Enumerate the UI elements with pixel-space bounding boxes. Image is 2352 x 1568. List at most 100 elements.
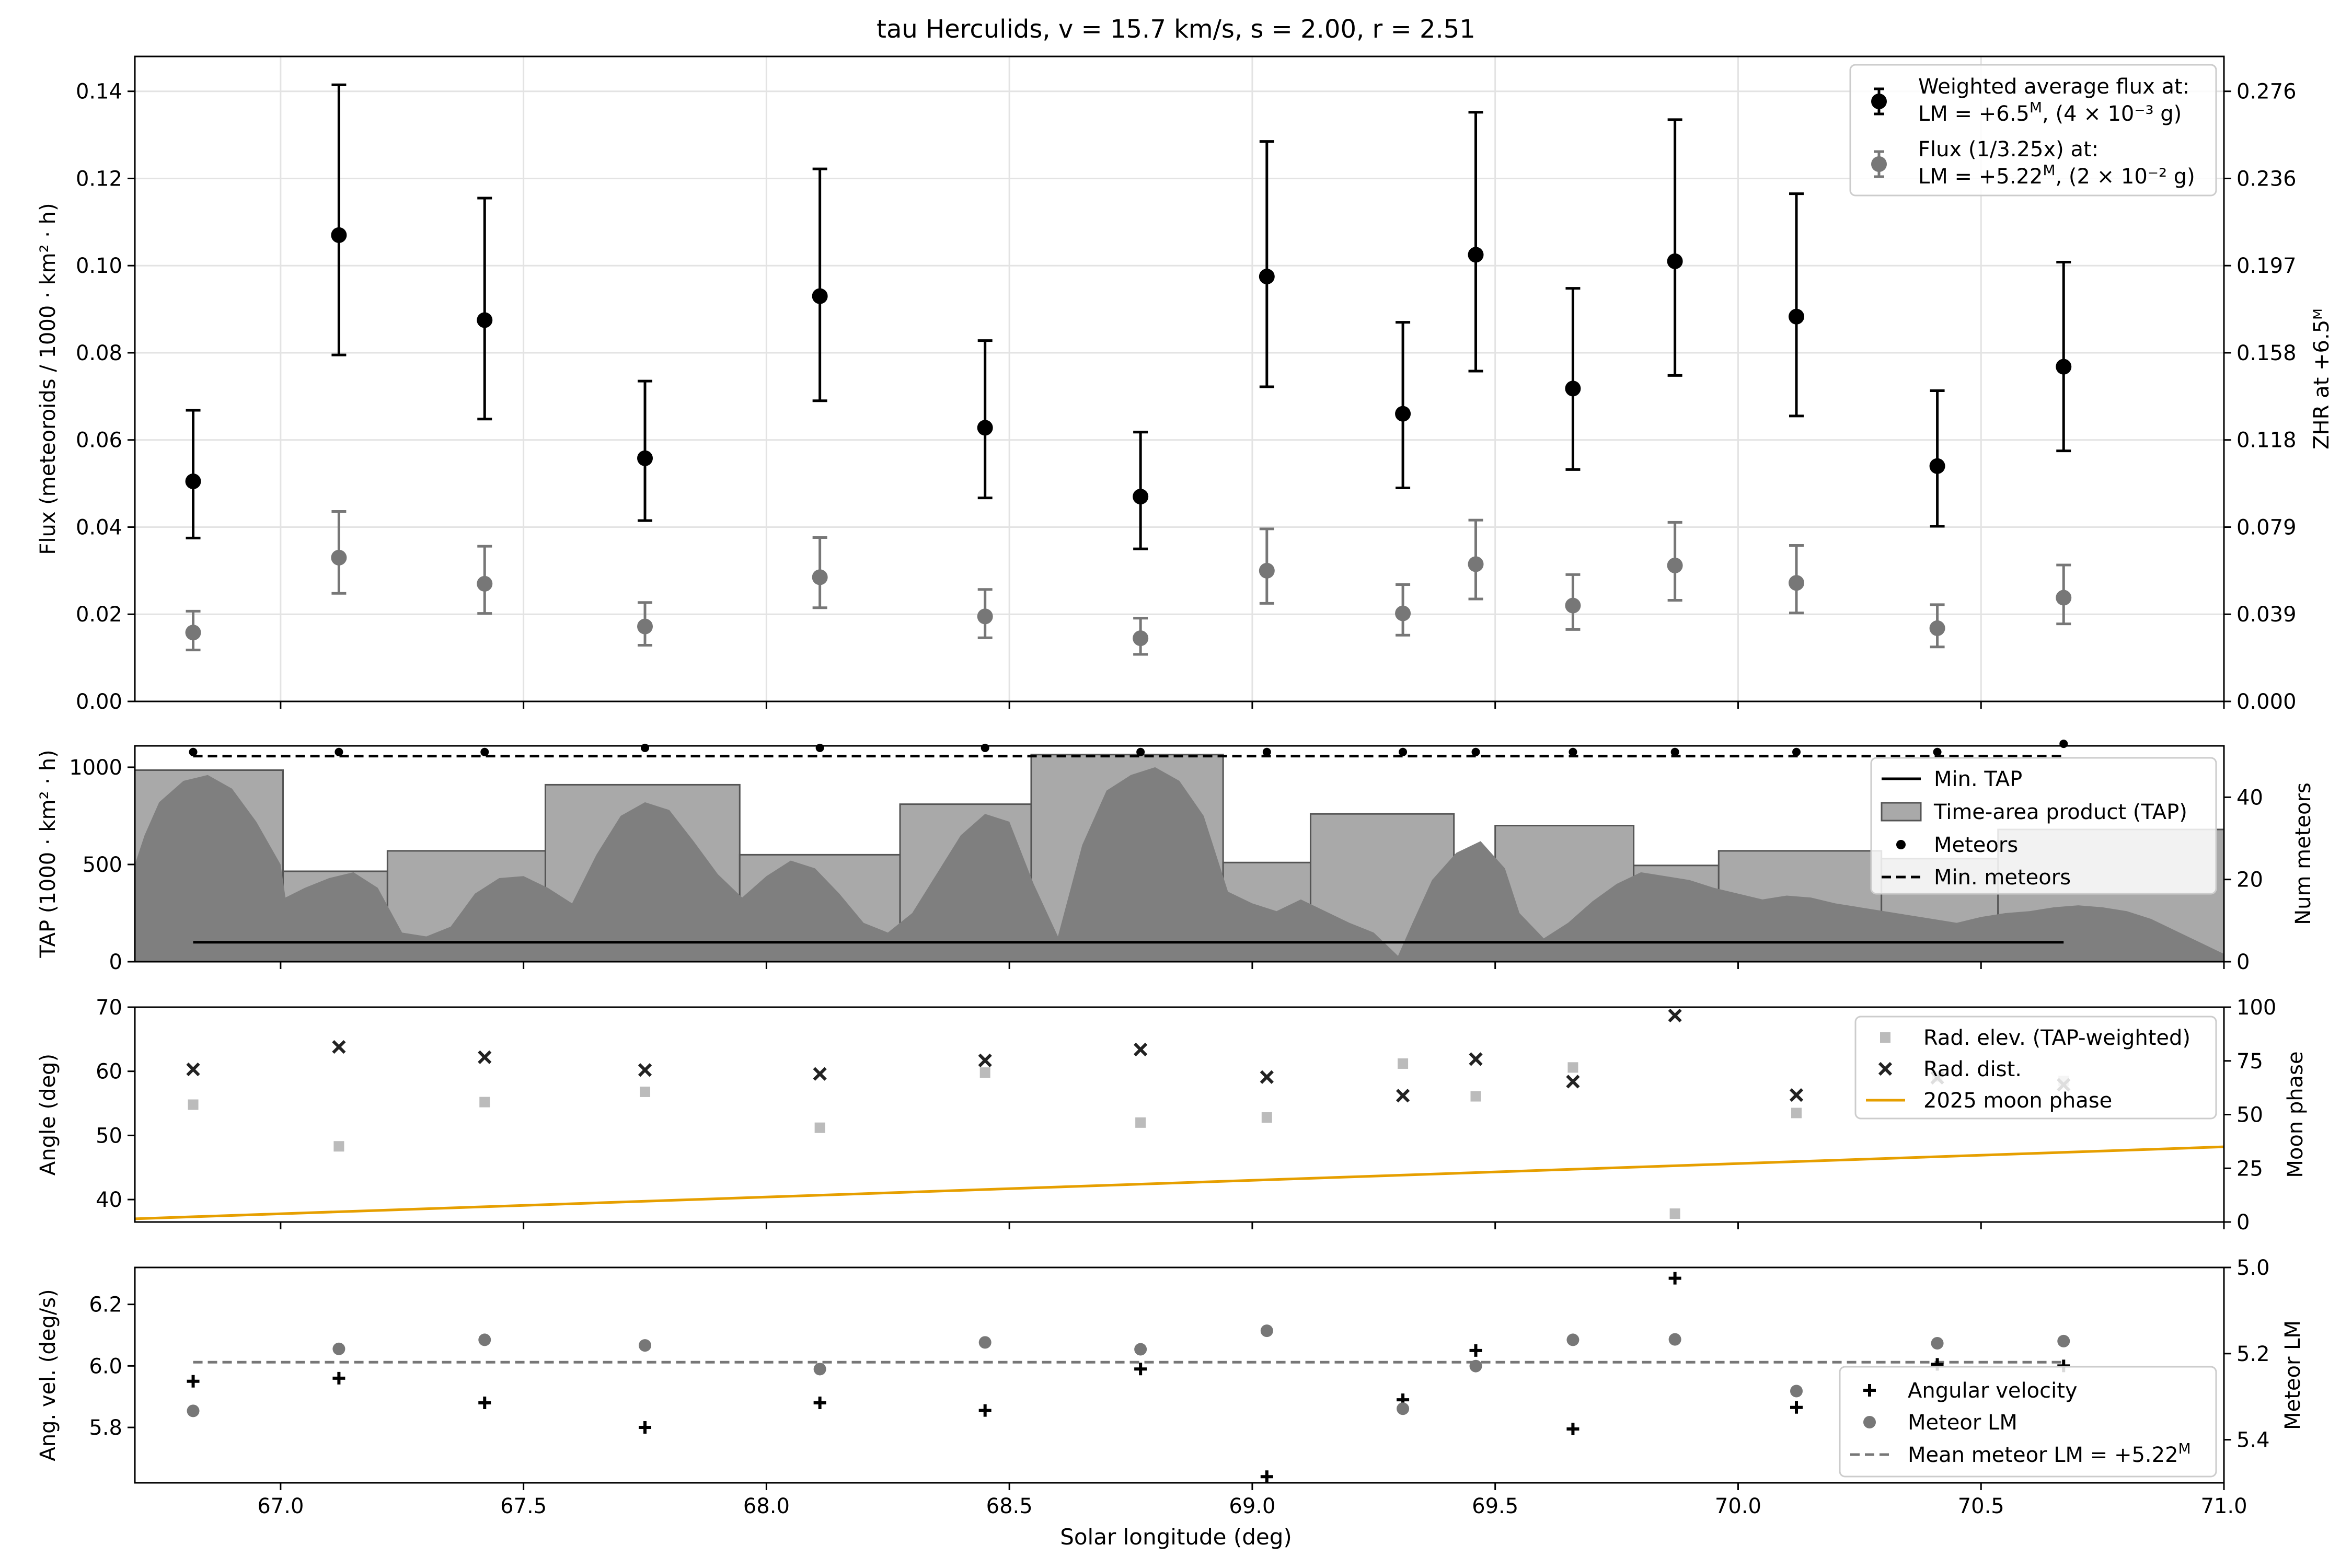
x-tick-label: 67.0 bbox=[257, 1494, 304, 1518]
meteor-lm-point bbox=[1668, 1333, 1681, 1346]
scaled-flux-point bbox=[185, 625, 201, 641]
scaled-flux-point bbox=[1259, 562, 1275, 579]
angle-y-tick-label: 70 bbox=[96, 996, 122, 1020]
meteor-count-point bbox=[1792, 747, 1801, 756]
weighted-flux-point bbox=[185, 473, 201, 489]
weighted-flux-point bbox=[1395, 406, 1411, 422]
meteor-lm-point bbox=[187, 1404, 200, 1417]
weighted-flux-point bbox=[812, 288, 828, 304]
tap-right-axis-label: Num meteors bbox=[2291, 782, 2315, 925]
meteor-count-point bbox=[335, 747, 343, 756]
rad-dist-point bbox=[813, 1067, 827, 1081]
meteor-lm-point bbox=[1134, 1343, 1147, 1356]
weighted-flux-point bbox=[1468, 247, 1484, 263]
flux-panel: 0.00 0.02 0.04 0.06 0.08 0.10 0.12 0.14 0.000 0.0… bbox=[36, 55, 2334, 714]
tap-legend-label: Meteors bbox=[1934, 833, 2018, 857]
scaled-flux-point bbox=[977, 608, 993, 625]
meteor-count-point bbox=[1933, 747, 1942, 756]
flux-legend-marker-weighted-dot bbox=[1871, 94, 1887, 109]
meteor-lm-point bbox=[1260, 1324, 1273, 1338]
angular-velocity-point bbox=[332, 1371, 345, 1385]
meteor-lm-point bbox=[332, 1342, 345, 1355]
tap-legend-meteor-dot bbox=[1896, 840, 1906, 849]
flux-y-tick-label: 0.14 bbox=[76, 80, 122, 104]
rad-dist-point bbox=[1396, 1089, 1410, 1103]
tap-y-tick-label: 500 bbox=[83, 853, 122, 877]
flux-legend-label: LM = +5.22M, (2 × 10⁻² g) bbox=[1918, 162, 2195, 189]
angle-right-tick-label: 25 bbox=[2236, 1157, 2263, 1181]
angle-y-tick-label: 50 bbox=[96, 1124, 122, 1148]
rad-dist-point bbox=[332, 1040, 346, 1054]
rad-elev-point bbox=[1669, 1208, 1680, 1219]
tap-legend: Min. TAP Time-area product (TAP) Meteors Mi… bbox=[1870, 757, 2217, 895]
flux-right-tick-label: 0.276 bbox=[2236, 80, 2297, 104]
flux-right-tick-label: 0.158 bbox=[2236, 341, 2297, 365]
meteor-count-point bbox=[815, 743, 824, 752]
rad-dist-point bbox=[978, 1053, 992, 1067]
rad-dist-point bbox=[1668, 1008, 1682, 1023]
flux-legend-label: LM = +6.5M, (4 × 10⁻³ g) bbox=[1918, 99, 2182, 126]
angular-velocity-point bbox=[1566, 1423, 1579, 1435]
figure-title: tau Herculids, v = 15.7 km/s, s = 2.00, … bbox=[877, 15, 1475, 44]
angular-velocity-point bbox=[478, 1396, 491, 1409]
scaled-flux-point bbox=[1667, 557, 1683, 573]
angular-velocity-point bbox=[187, 1375, 200, 1388]
rad-elev-point bbox=[479, 1097, 490, 1108]
angular-velocity-point bbox=[1668, 1272, 1681, 1285]
meteor-lm-point bbox=[1469, 1359, 1482, 1373]
meteor-count-point bbox=[480, 747, 489, 756]
rad-elev-point bbox=[1567, 1062, 1578, 1073]
x-tick-label: 70.0 bbox=[1715, 1494, 1761, 1518]
rad-elev-point bbox=[640, 1086, 651, 1097]
flux-right-tick-label: 0.000 bbox=[2236, 690, 2297, 714]
meteor-count-point bbox=[981, 743, 989, 752]
angle-right-tick-label: 100 bbox=[2236, 996, 2276, 1020]
rad-elev-point bbox=[1470, 1091, 1481, 1102]
meteor-lm-point bbox=[639, 1339, 652, 1352]
flux-legend-label: Weighted average flux at: bbox=[1918, 75, 2189, 99]
meteor-count-point bbox=[1569, 747, 1577, 756]
x-tick-label: 67.5 bbox=[500, 1494, 547, 1518]
meteor-count-point bbox=[1136, 747, 1145, 756]
x-axis-label: Solar longitude (deg) bbox=[1060, 1524, 1292, 1550]
scaled-flux-point bbox=[1929, 620, 1945, 636]
meteor-lm-point bbox=[478, 1333, 491, 1346]
angvel-right-tick-label: 5.0 bbox=[2236, 1256, 2270, 1280]
weighted-flux-point bbox=[1259, 269, 1275, 285]
flux-right-tick-label: 0.039 bbox=[2236, 603, 2297, 627]
angle-right-tick-label: 50 bbox=[2236, 1103, 2263, 1127]
x-tick-label: 68.0 bbox=[743, 1494, 790, 1518]
angvel-legend: Angular velocity Meteor LM Mean meteor LM … bbox=[1839, 1366, 2217, 1478]
meteor-count-point bbox=[189, 747, 198, 756]
rad-dist-point bbox=[186, 1062, 200, 1077]
angle-legend-label: Rad. elev. (TAP-weighted) bbox=[1923, 1026, 2190, 1050]
tap-y-tick-label: 1000 bbox=[69, 756, 122, 780]
weighted-flux-point bbox=[1667, 253, 1683, 269]
rad-elev-point bbox=[979, 1067, 990, 1078]
weighted-flux-point bbox=[477, 312, 493, 328]
angvel-right-tick-label: 5.2 bbox=[2236, 1342, 2270, 1366]
angle-legend-elev-marker bbox=[1880, 1032, 1890, 1043]
rad-elev-point bbox=[333, 1141, 344, 1152]
x-tick-label: 68.5 bbox=[986, 1494, 1033, 1518]
x-tick-label: 70.5 bbox=[1958, 1494, 2004, 1518]
tap-axes-frame bbox=[134, 745, 2225, 963]
angular-velocity-point bbox=[813, 1396, 826, 1409]
tap-legend-box bbox=[1870, 757, 2217, 895]
meteor-count-point bbox=[2059, 740, 2068, 748]
flux-y-tick-label: 0.12 bbox=[76, 167, 122, 191]
rad-elev-point bbox=[814, 1122, 825, 1133]
x-tick-label: 69.0 bbox=[1229, 1494, 1275, 1518]
flux-right-tick-label: 0.236 bbox=[2236, 167, 2297, 191]
scaled-flux-point bbox=[2056, 590, 2072, 606]
scaled-flux-point bbox=[1789, 575, 1805, 591]
flux-y-tick-label: 0.00 bbox=[76, 690, 122, 714]
flux-y-tick-label: 0.10 bbox=[76, 254, 122, 278]
meteor-count-point bbox=[1399, 747, 1408, 756]
meteor-lm-point bbox=[1566, 1333, 1579, 1346]
angvel-legend-label: Meteor LM bbox=[1908, 1411, 2017, 1435]
angular-velocity-point bbox=[1134, 1363, 1147, 1376]
weighted-flux-point bbox=[2056, 359, 2072, 375]
angle-y-axis-label: Angle (deg) bbox=[36, 1054, 60, 1175]
